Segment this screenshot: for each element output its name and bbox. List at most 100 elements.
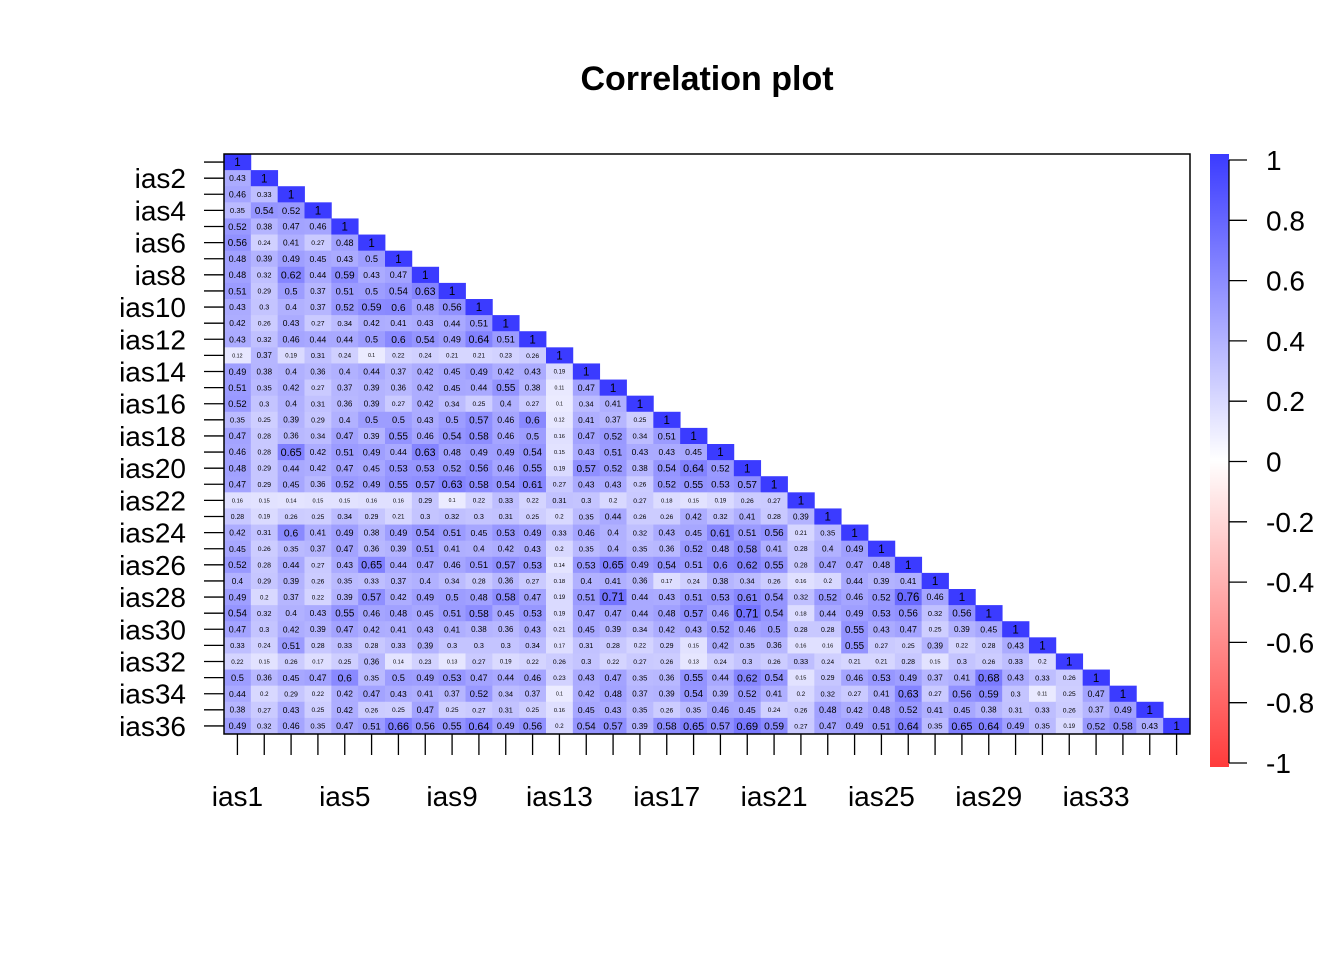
heatmap-cell: [546, 444, 574, 461]
heatmap-cell: [304, 669, 332, 687]
heatmap-cell: [411, 589, 440, 606]
heatmap-cell: [948, 621, 976, 638]
heatmap-cell: [626, 395, 654, 413]
cell-value-label: 0.36: [283, 432, 298, 441]
heatmap-cell: [626, 508, 654, 525]
heatmap-cell: [492, 524, 520, 542]
heatmap-cell: [250, 685, 279, 703]
heatmap-cell: [304, 621, 332, 638]
cell-value-label: 0.58: [657, 722, 677, 733]
heatmap-cell: [707, 669, 735, 687]
cell-value-label: 0.45: [417, 608, 434, 618]
cell-value-label: 0.44: [819, 608, 836, 618]
heatmap-cell: [385, 331, 413, 348]
cell-value-label: 0.35: [632, 706, 647, 715]
cell-value-label: 0.37: [1088, 706, 1103, 715]
y-tick-label: ias32: [119, 647, 186, 678]
heatmap-cell: [224, 476, 252, 493]
heatmap-cell: [385, 395, 413, 413]
cell-value-label: 0.55: [684, 480, 704, 491]
cell-value-label: 0.27: [392, 401, 405, 408]
heatmap-cell: [572, 524, 601, 542]
cell-value-label: 0.47: [336, 431, 353, 441]
cell-value-label: 0.35: [632, 544, 647, 553]
cell-value-label: 0.39: [364, 400, 380, 409]
heatmap-cell: [519, 589, 547, 606]
heatmap-cell: [626, 653, 654, 670]
heatmap-cell: [787, 492, 815, 509]
heatmap-cell: [411, 266, 440, 284]
heatmap-cell: [331, 218, 359, 235]
heatmap-cell: [331, 540, 359, 558]
heatmap-cell: [546, 492, 574, 509]
cell-value-label: 1: [851, 528, 857, 540]
heatmap-cell: [492, 605, 520, 622]
cell-value-label: 0.44: [283, 560, 300, 570]
cell-value-label: 0.16: [366, 498, 377, 504]
heatmap-cell: [250, 444, 279, 461]
heatmap-cell: [304, 444, 332, 461]
heatmap-cell: [519, 653, 547, 670]
heatmap-cell: [331, 347, 359, 364]
heatmap-cell: [733, 508, 762, 525]
cell-value-label: 0.46: [229, 189, 246, 199]
y-tick-label: ias26: [119, 550, 186, 581]
heatmap-cell: [1136, 717, 1164, 735]
heatmap-cell: [680, 427, 708, 445]
cell-value-label: 0.3: [742, 657, 752, 666]
cell-value-label: 0.45: [497, 608, 514, 618]
cell-value-label: 0.36: [364, 657, 379, 666]
cell-value-label: 0.48: [336, 238, 354, 248]
cell-value-label: 0.45: [685, 447, 702, 457]
cell-value-label: 0.33: [230, 641, 245, 650]
heatmap-cell: [1109, 717, 1137, 735]
heatmap-cell: [492, 395, 520, 413]
cell-value-label: 0.28: [231, 514, 245, 521]
cell-value-label: 0.49: [336, 528, 354, 538]
heatmap-cell: [411, 476, 440, 493]
heatmap-cell: [465, 717, 493, 735]
cell-value-label: 0.55: [845, 641, 865, 652]
cell-value-label: 0.25: [338, 659, 351, 666]
cell-value-label: 0.47: [470, 673, 487, 683]
cell-value-label: 0.19: [258, 515, 270, 521]
heatmap-cell: [572, 492, 601, 509]
heatmap-cell: [304, 460, 332, 477]
cell-value-label: 0.47: [282, 222, 299, 232]
heatmap-cell: [465, 637, 493, 654]
heatmap-cell: [1029, 701, 1057, 719]
cell-value-label: 1: [315, 206, 321, 218]
heatmap-cell: [411, 605, 440, 622]
heatmap-cell: [707, 589, 735, 606]
cell-value-label: 0.22: [312, 594, 325, 601]
heatmap-cell: [492, 637, 520, 654]
cell-value-label: 0.69: [736, 721, 758, 733]
cell-value-label: 1: [503, 318, 509, 330]
cell-value-label: 0.54: [416, 335, 435, 346]
cell-value-label: 0.42: [417, 367, 434, 377]
cell-value-label: 0.42: [310, 463, 327, 473]
cell-value-label: 0.52: [684, 544, 703, 555]
heatmap-cell: [277, 234, 305, 252]
heatmap-cell: [626, 476, 654, 493]
heatmap-cell: [250, 717, 279, 735]
cell-value-label: 0.53: [872, 673, 891, 684]
heatmap-cell: [760, 556, 788, 574]
heatmap-cell: [385, 476, 413, 493]
cell-value-label: 0.39: [632, 722, 648, 731]
cell-value-label: 0.47: [363, 689, 380, 699]
heatmap-cell: [680, 589, 708, 606]
cell-value-label: 0.14: [393, 659, 404, 665]
cell-value-label: 0.26: [982, 659, 995, 666]
heatmap-cell: [572, 476, 601, 493]
heatmap-cell: [572, 669, 601, 687]
x-tick-label: ias13: [526, 781, 593, 812]
cell-value-label: 0.76: [897, 592, 919, 604]
heatmap-cell: [358, 637, 386, 654]
cell-value-label: 0.41: [739, 511, 756, 521]
heatmap-cell: [733, 621, 762, 638]
heatmap-cell: [304, 315, 332, 332]
cell-value-label: 0.51: [362, 720, 380, 731]
cell-value-label: 0.2: [555, 723, 564, 730]
heatmap-cell: [277, 218, 305, 235]
